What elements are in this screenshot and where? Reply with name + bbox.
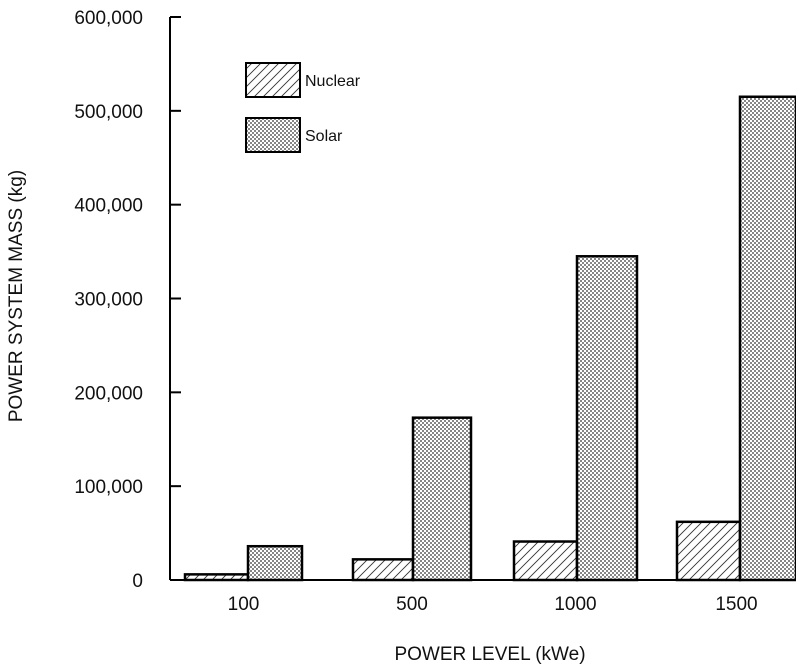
y-tick-label: 600,000 bbox=[74, 8, 143, 29]
y-tick-label: 100,000 bbox=[74, 477, 143, 498]
x-axis-title: POWER LEVEL (kWe) bbox=[394, 644, 585, 665]
axes bbox=[169, 16, 796, 581]
y-tick-label: 300,000 bbox=[74, 290, 143, 311]
y-tick-label: 500,000 bbox=[74, 102, 143, 123]
y-tick-label: 0 bbox=[132, 571, 143, 592]
x-tick-label: 1500 bbox=[715, 594, 757, 615]
legend: Nuclear Solar bbox=[245, 62, 361, 153]
x-tick-label: 500 bbox=[396, 594, 428, 615]
x-tick-label: 1000 bbox=[554, 594, 596, 615]
bar-solar-100 bbox=[246, 544, 304, 582]
legend-swatch-nuclear bbox=[245, 62, 301, 98]
bars bbox=[183, 95, 796, 582]
bar-solar-1500 bbox=[738, 95, 796, 582]
legend-label-nuclear: Nuclear bbox=[305, 73, 361, 90]
y-axis-title: POWER SYSTEM MASS (kg) bbox=[6, 170, 27, 422]
legend-swatch-solar bbox=[245, 117, 301, 153]
x-tick-label: 100 bbox=[228, 594, 260, 615]
legend-label-solar: Solar bbox=[305, 128, 343, 145]
bar-solar-1000 bbox=[575, 255, 639, 582]
y-tick-label: 400,000 bbox=[74, 196, 143, 217]
y-tick-label: 200,000 bbox=[74, 383, 143, 404]
bar-nuclear-500 bbox=[351, 558, 415, 582]
bar-nuclear-100 bbox=[183, 573, 250, 582]
bar-nuclear-1500 bbox=[675, 520, 742, 582]
bar-solar-500 bbox=[411, 416, 473, 582]
x-tick-labels: 100 500 1000 1500 bbox=[228, 594, 758, 615]
bar-nuclear-1000 bbox=[512, 540, 579, 582]
y-tick-labels: 0 100,000 200,000 300,000 400,000 500,000 600,… bbox=[74, 8, 143, 592]
